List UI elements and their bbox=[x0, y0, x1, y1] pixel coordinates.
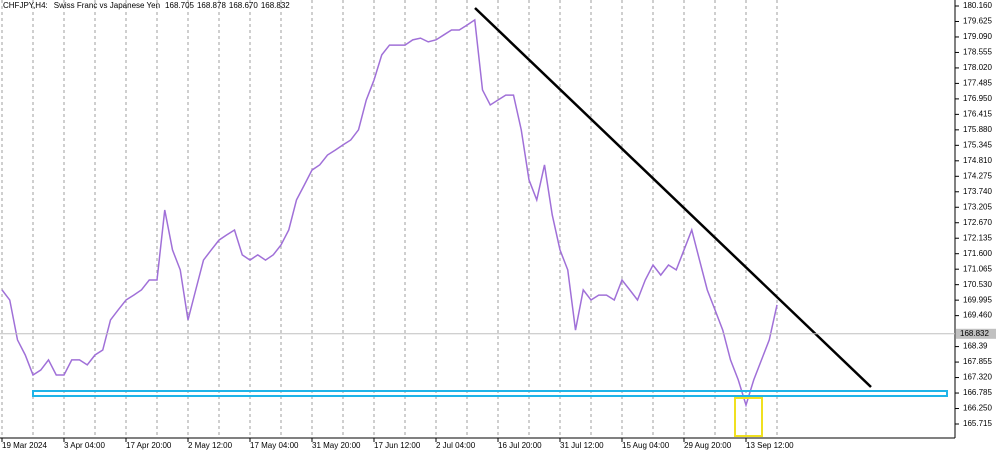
x-tick-label: 29 Aug 20:00 bbox=[684, 441, 732, 450]
open: 168.705 bbox=[165, 1, 194, 10]
x-tick-label: 17 Apr 20:00 bbox=[126, 441, 172, 450]
y-tick-label: 180.160 bbox=[963, 1, 992, 10]
y-tick-label: 179.090 bbox=[963, 32, 992, 41]
y-tick-label: 168.39 bbox=[963, 342, 988, 351]
x-tick-label: 17 Jun 12:00 bbox=[374, 441, 421, 450]
y-tick-label: 175.345 bbox=[963, 140, 992, 149]
plot bbox=[1, 18, 778, 408]
high: 168.878 bbox=[197, 1, 226, 10]
x-tick-label: 31 May 20:00 bbox=[312, 441, 361, 450]
y-tick-label: 167.855 bbox=[963, 357, 992, 366]
description: Swiss Franc vs Japanese Yen bbox=[54, 1, 160, 10]
highlight-box bbox=[734, 397, 763, 437]
y-tick-label: 167.320 bbox=[963, 373, 992, 382]
low: 168.670 bbox=[229, 1, 258, 10]
close: 168.832 bbox=[261, 1, 290, 10]
y-tick-label: 176.950 bbox=[963, 94, 992, 103]
y-tick-label: 171.065 bbox=[963, 264, 992, 273]
x-tick-label: 13 Sep 12:00 bbox=[746, 441, 794, 450]
x-tick-label: 17 May 04:00 bbox=[250, 441, 299, 450]
y-tick-label: 166.250 bbox=[963, 404, 992, 413]
y-tick-label: 175.880 bbox=[963, 125, 992, 134]
y-tick-label: 172.135 bbox=[963, 233, 992, 242]
y-tick-label: 169.995 bbox=[963, 295, 992, 304]
x-tick-label: 2 May 12:00 bbox=[188, 441, 233, 450]
trend-line bbox=[474, 7, 872, 388]
y-tick-label: 165.715 bbox=[963, 419, 992, 428]
y-tick-label: 174.275 bbox=[963, 171, 992, 180]
y-tick-label: 176.415 bbox=[963, 109, 992, 118]
y-tick-label: 179.625 bbox=[963, 17, 992, 26]
y-tick-label: 169.460 bbox=[963, 311, 992, 320]
y-tick-label: 171.600 bbox=[963, 249, 992, 258]
x-tick-label: 19 Mar 2024 bbox=[2, 441, 47, 450]
y-tick-label: 173.205 bbox=[963, 202, 992, 211]
y-tick-label: 177.485 bbox=[963, 79, 992, 88]
x-tick-label: 2 Jul 04:00 bbox=[436, 441, 476, 450]
price-label: 168.832 bbox=[960, 329, 989, 338]
x-tick-label: 15 Aug 04:00 bbox=[622, 441, 670, 450]
y-tick-label: 173.740 bbox=[963, 187, 992, 196]
symbol: CHFJPY,H4: bbox=[3, 1, 48, 10]
grid bbox=[1, 0, 778, 438]
y-tick-label: 178.020 bbox=[963, 63, 992, 72]
price-line-series bbox=[1, 18, 778, 408]
chart-header: CHFJPY,H4: Swiss Franc vs Japanese Yen 168… bbox=[3, 1, 290, 10]
price-label-box bbox=[956, 328, 996, 339]
x-tick-label: 3 Apr 04:00 bbox=[64, 441, 105, 450]
y-tick-label: 166.785 bbox=[963, 388, 992, 397]
y-tick-label: 178.555 bbox=[963, 48, 992, 57]
y-tick-label: 172.670 bbox=[963, 218, 992, 227]
y-tick-label: 174.810 bbox=[963, 156, 992, 165]
support-zone bbox=[32, 390, 948, 397]
y-tick-label: 170.530 bbox=[963, 280, 992, 289]
x-tick-label: 16 Jul 20:00 bbox=[498, 441, 542, 450]
x-tick-label: 31 Jul 12:00 bbox=[560, 441, 604, 450]
